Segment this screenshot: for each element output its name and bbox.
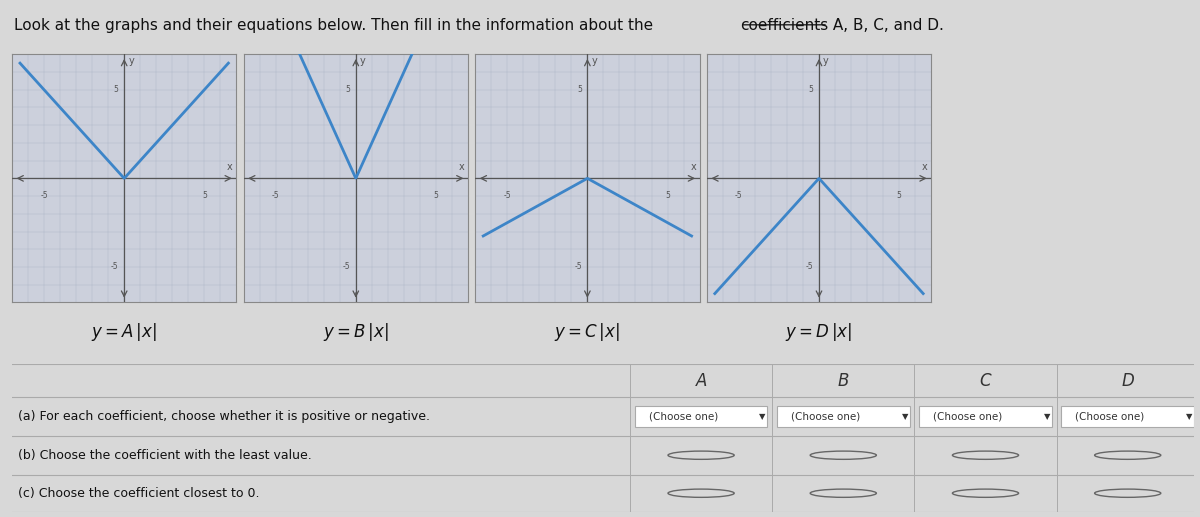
Text: (Choose one): (Choose one) — [791, 412, 860, 421]
Text: coefficients: coefficients — [740, 18, 829, 33]
Text: A, B, C, and D.: A, B, C, and D. — [828, 18, 944, 33]
Text: (b) Choose the coefficient with the least value.: (b) Choose the coefficient with the leas… — [18, 449, 312, 462]
Text: x: x — [690, 162, 696, 172]
Text: 5: 5 — [346, 85, 350, 94]
Text: (Choose one): (Choose one) — [649, 412, 718, 421]
Text: 5: 5 — [433, 191, 438, 200]
Text: $y = D\,|x|$: $y = D\,|x|$ — [786, 321, 852, 343]
Text: y: y — [592, 56, 598, 66]
Text: (Choose one): (Choose one) — [1075, 412, 1145, 421]
Text: y: y — [360, 56, 366, 66]
Text: (c) Choose the coefficient closest to 0.: (c) Choose the coefficient closest to 0. — [18, 486, 259, 500]
Text: 5: 5 — [896, 191, 901, 200]
Text: $y = B\,|x|$: $y = B\,|x|$ — [323, 321, 389, 343]
Text: y: y — [823, 56, 829, 66]
Text: D: D — [1121, 372, 1134, 390]
Text: -5: -5 — [574, 263, 582, 271]
Text: C: C — [979, 372, 991, 390]
Text: ▼: ▼ — [1044, 412, 1050, 421]
Text: 5: 5 — [809, 85, 814, 94]
Bar — [1062, 406, 1194, 427]
Text: -5: -5 — [41, 191, 48, 200]
Text: -5: -5 — [736, 191, 743, 200]
Text: -5: -5 — [504, 191, 511, 200]
Text: x: x — [458, 162, 464, 172]
Bar — [635, 406, 768, 427]
Text: -5: -5 — [805, 263, 814, 271]
Text: 5: 5 — [114, 85, 119, 94]
Text: $y = A\,|x|$: $y = A\,|x|$ — [91, 321, 157, 343]
Text: B: B — [838, 372, 848, 390]
Text: -5: -5 — [342, 263, 350, 271]
Text: Look at the graphs and their equations below. Then fill in the information about: Look at the graphs and their equations b… — [14, 18, 659, 33]
Text: A: A — [696, 372, 707, 390]
Text: 5: 5 — [202, 191, 206, 200]
Bar — [778, 406, 910, 427]
Text: (a) For each coefficient, choose whether it is positive or negative.: (a) For each coefficient, choose whether… — [18, 410, 430, 423]
Text: $y = C\,|x|$: $y = C\,|x|$ — [554, 321, 620, 343]
Text: 5: 5 — [577, 85, 582, 94]
Text: y: y — [128, 56, 134, 66]
Text: x: x — [922, 162, 928, 172]
Text: -5: -5 — [110, 263, 119, 271]
Text: ▼: ▼ — [1186, 412, 1193, 421]
Text: ▼: ▼ — [760, 412, 766, 421]
Text: ▼: ▼ — [901, 412, 908, 421]
Text: 5: 5 — [665, 191, 670, 200]
Text: x: x — [227, 162, 233, 172]
Text: -5: -5 — [272, 191, 280, 200]
Bar — [919, 406, 1052, 427]
Text: (Choose one): (Choose one) — [934, 412, 1002, 421]
